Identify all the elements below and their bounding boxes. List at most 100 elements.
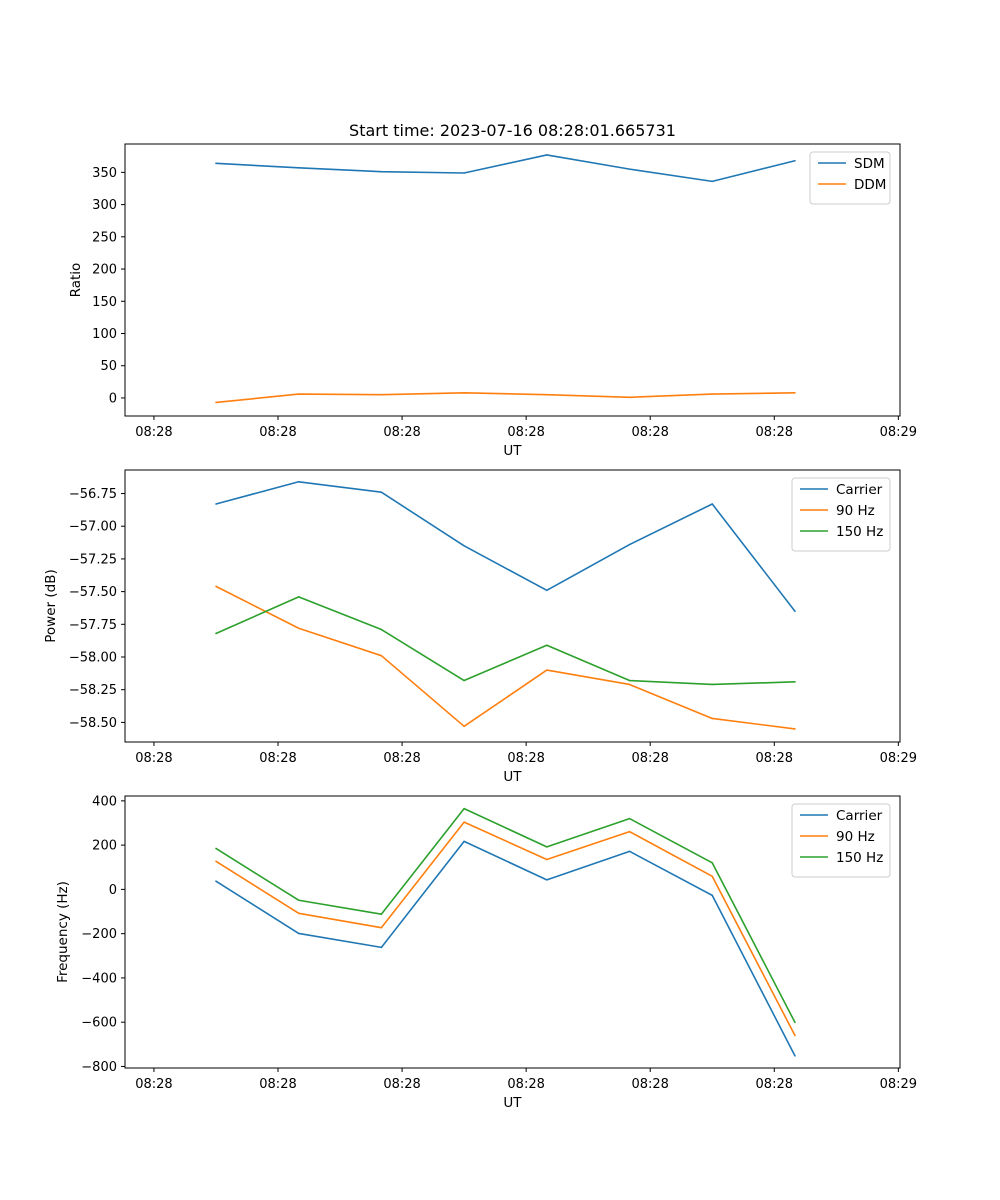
y-tick-label: −58.25 — [69, 683, 117, 698]
series-line-150-hz — [215, 807, 796, 1023]
legend-box — [809, 151, 891, 205]
data-point — [215, 847, 217, 850]
legend-label: 150 Hz — [836, 850, 883, 866]
data-point — [215, 860, 217, 863]
x-tick-label: 08:28 — [259, 1077, 296, 1092]
data-point — [628, 396, 631, 399]
data-point — [297, 899, 300, 902]
x-tick-label: 08:28 — [135, 751, 172, 766]
data-point — [463, 545, 465, 547]
data-point — [380, 628, 383, 631]
data-point — [463, 679, 465, 682]
y-tick-label: −57.25 — [69, 552, 117, 567]
series-line-90-hz — [215, 585, 796, 730]
data-point — [463, 840, 465, 843]
data-point — [794, 681, 796, 683]
data-point — [380, 913, 383, 915]
data-point — [380, 393, 383, 396]
data-point — [546, 846, 548, 848]
axes-frame — [124, 143, 901, 417]
data-point — [711, 503, 714, 505]
data-point — [794, 391, 796, 394]
x-tick-label: 08:28 — [507, 425, 544, 440]
data-point — [297, 912, 300, 915]
y-tick-label: 200 — [92, 839, 117, 854]
data-point — [297, 596, 300, 598]
figure-title: Start time: 2023-07-16 08:28:01.665731 — [349, 121, 676, 140]
y-tick-label: −57.00 — [69, 520, 117, 535]
y-tick-label: −600 — [81, 1016, 117, 1031]
data-point — [711, 180, 714, 183]
x-tick-label: 08:28 — [135, 1077, 172, 1092]
data-point — [463, 725, 465, 728]
data-point — [215, 401, 217, 404]
x-tick-label: 08:29 — [880, 751, 917, 766]
y-tick-label: −57.50 — [69, 585, 117, 600]
data-point — [380, 654, 383, 657]
data-point — [297, 480, 300, 483]
y-tick-label: 300 — [92, 198, 117, 213]
panel-1: 08:28 08:28 08:28 08:28 08:28 08:28 08:29 0 50 10… — [68, 143, 917, 459]
y-tick-label: −200 — [81, 927, 117, 942]
data-point — [711, 875, 714, 878]
y-axis-label: Ratio — [68, 263, 84, 298]
x-tick-label: 08:28 — [259, 751, 296, 766]
panel-2: 08:28 08:28 08:28 08:28 08:28 08:28 08:29 −58.5… — [43, 469, 917, 785]
series-line-carrier — [215, 840, 796, 1057]
y-tick-label: 150 — [92, 295, 117, 310]
data-point — [215, 503, 217, 505]
y-tick-label: −58.00 — [69, 651, 117, 666]
data-point — [297, 167, 300, 169]
legend-label: DDM — [854, 177, 886, 193]
legend-label: 90 Hz — [836, 829, 875, 845]
data-point — [463, 391, 465, 394]
x-tick-label: 08:28 — [259, 425, 296, 440]
data-point — [711, 683, 714, 686]
x-tick-label: 08:29 — [880, 1077, 917, 1092]
data-point — [546, 644, 548, 647]
data-point — [546, 669, 548, 671]
x-tick-label: 08:28 — [135, 425, 172, 440]
x-tick-label: 08:28 — [756, 1077, 793, 1092]
data-point — [380, 170, 383, 173]
data-point — [297, 932, 300, 935]
data-point — [628, 830, 631, 833]
x-tick-label: 08:28 — [631, 425, 668, 440]
data-point — [628, 168, 631, 170]
data-point — [297, 627, 300, 630]
data-point — [628, 850, 631, 853]
legend-box — [791, 803, 891, 878]
data-point — [215, 162, 217, 165]
y-tick-label: −400 — [81, 971, 117, 986]
data-point — [794, 728, 796, 730]
data-point — [546, 879, 548, 881]
x-axis-label: UT — [503, 769, 522, 785]
axes-frame — [124, 469, 901, 743]
y-tick-label: 200 — [92, 263, 117, 278]
x-tick-label: 08:28 — [507, 751, 544, 766]
y-tick-label: −57.75 — [69, 618, 117, 633]
data-point — [463, 172, 465, 174]
legend-label: SDM — [854, 156, 885, 172]
y-tick-label: 350 — [92, 166, 117, 181]
x-tick-label: 08:28 — [631, 1077, 668, 1092]
x-axis-label: UT — [503, 443, 522, 459]
data-point — [380, 491, 383, 494]
y-tick-label: 400 — [92, 794, 117, 809]
legend-label: 150 Hz — [836, 524, 883, 540]
data-point — [546, 858, 548, 861]
x-tick-label: 08:29 — [880, 425, 917, 440]
axes-frame — [124, 795, 901, 1069]
series-line-90-hz — [215, 821, 796, 1036]
data-point — [794, 159, 796, 162]
data-point — [628, 543, 631, 546]
series-line-sdm — [215, 154, 796, 183]
data-point — [546, 393, 548, 396]
data-point — [380, 946, 383, 949]
legend-label: Carrier — [836, 808, 883, 824]
data-point — [794, 1034, 796, 1037]
data-point — [297, 393, 300, 395]
y-tick-label: 0 — [109, 883, 117, 898]
legend-box — [791, 477, 891, 552]
